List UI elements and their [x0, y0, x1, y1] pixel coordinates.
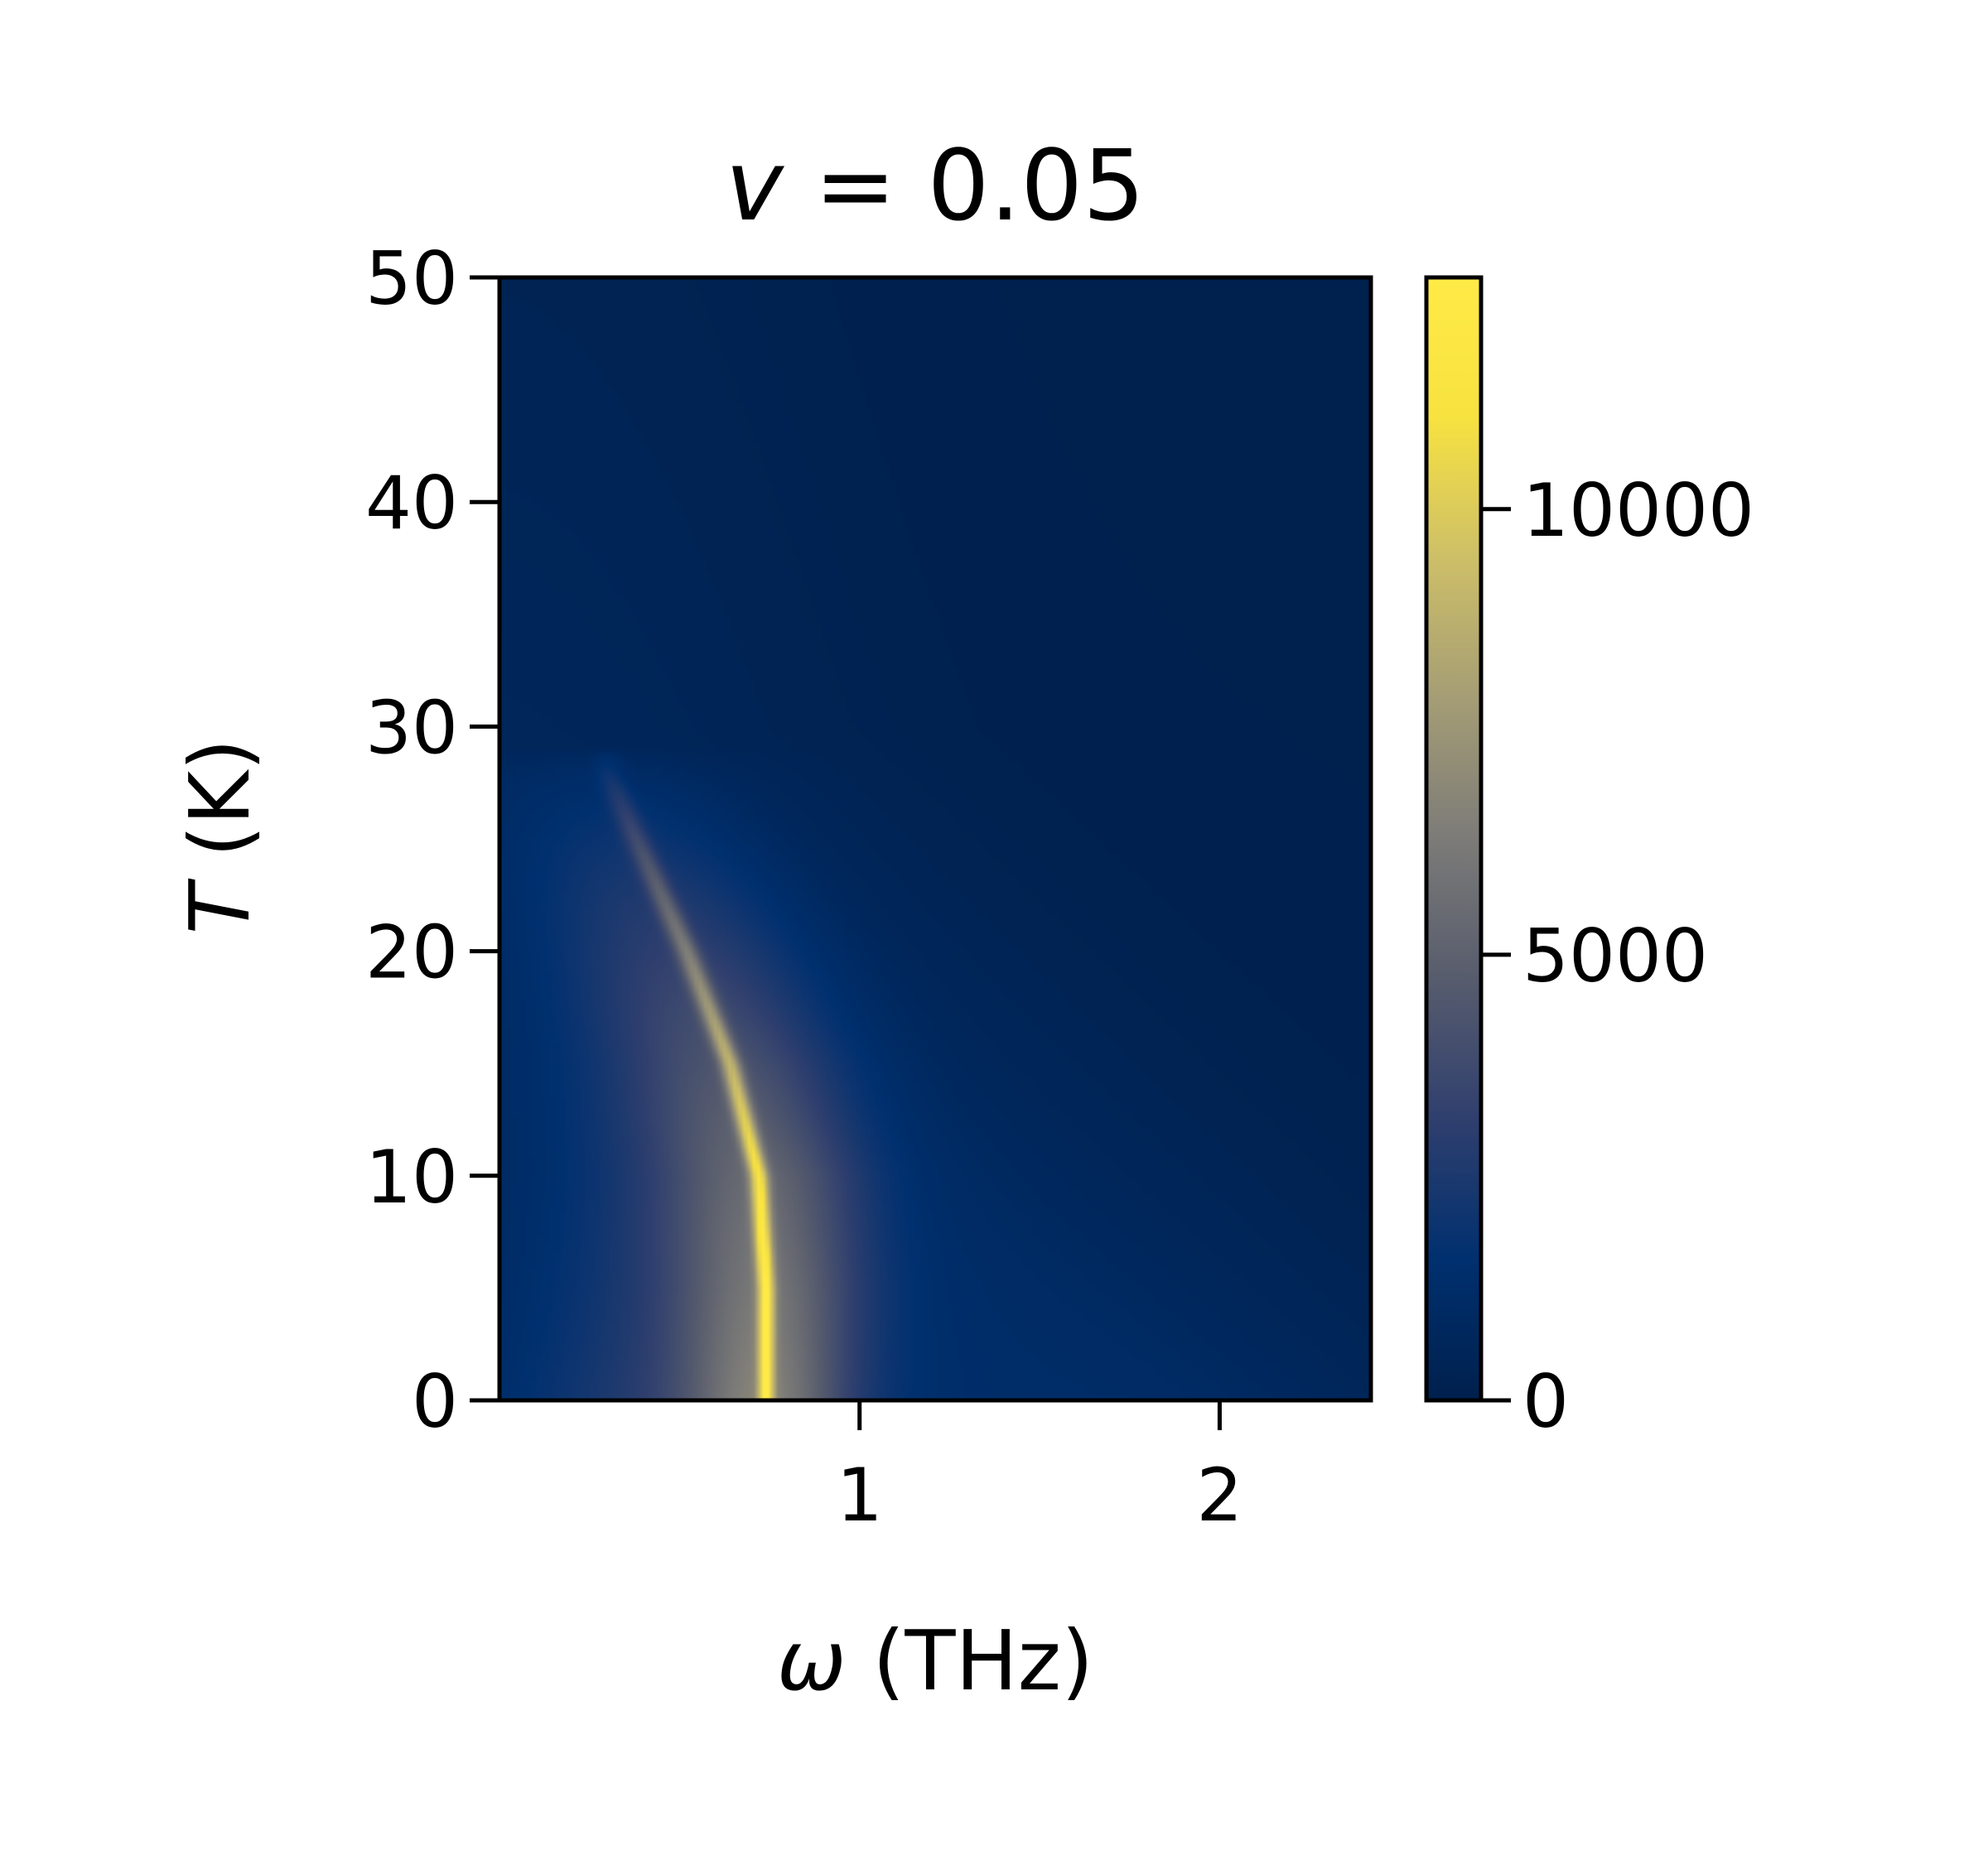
- y-axis-label: T (K): [171, 739, 268, 934]
- x-tick-label: 2: [1196, 1453, 1242, 1538]
- y-axis: 0 10 20 30 40 50: [365, 236, 499, 1444]
- heatmap-plot-area: [497, 275, 1373, 1403]
- colorbar: 0 5000 10000: [1424, 275, 1754, 1444]
- ylabel-symbol: T: [171, 878, 268, 934]
- xlabel-rest: (THz): [847, 1612, 1094, 1709]
- y-tick-label: 30: [365, 685, 458, 770]
- xlabel-symbol: ω: [777, 1612, 847, 1709]
- heatmap-image: [499, 277, 1371, 1400]
- colorbar-tick-label: 0: [1522, 1359, 1569, 1444]
- plot-frame: [497, 275, 1373, 1403]
- ylabel-rest: (K): [171, 739, 268, 884]
- y-tick-label: 10: [365, 1135, 458, 1220]
- y-tick-label: 40: [365, 460, 458, 546]
- colorbar-frame: [1424, 275, 1484, 1403]
- chart-title: v = 0.05: [726, 128, 1145, 243]
- colorbar-tick-label: 10000: [1522, 468, 1754, 553]
- title-rest: = 0.05: [784, 128, 1146, 243]
- x-axis-label: ω (THz): [777, 1612, 1093, 1709]
- colorbar-ticks: 0 5000 10000: [1481, 468, 1754, 1444]
- title-symbol: v: [726, 128, 785, 243]
- colorbar-tick-label: 5000: [1522, 913, 1708, 999]
- y-tick-label: 50: [365, 236, 458, 321]
- y-tick-label: 0: [412, 1359, 458, 1444]
- colorbar-fill: [1426, 277, 1481, 1400]
- y-tick-label: 20: [365, 910, 458, 995]
- x-tick-label: 1: [837, 1453, 883, 1538]
